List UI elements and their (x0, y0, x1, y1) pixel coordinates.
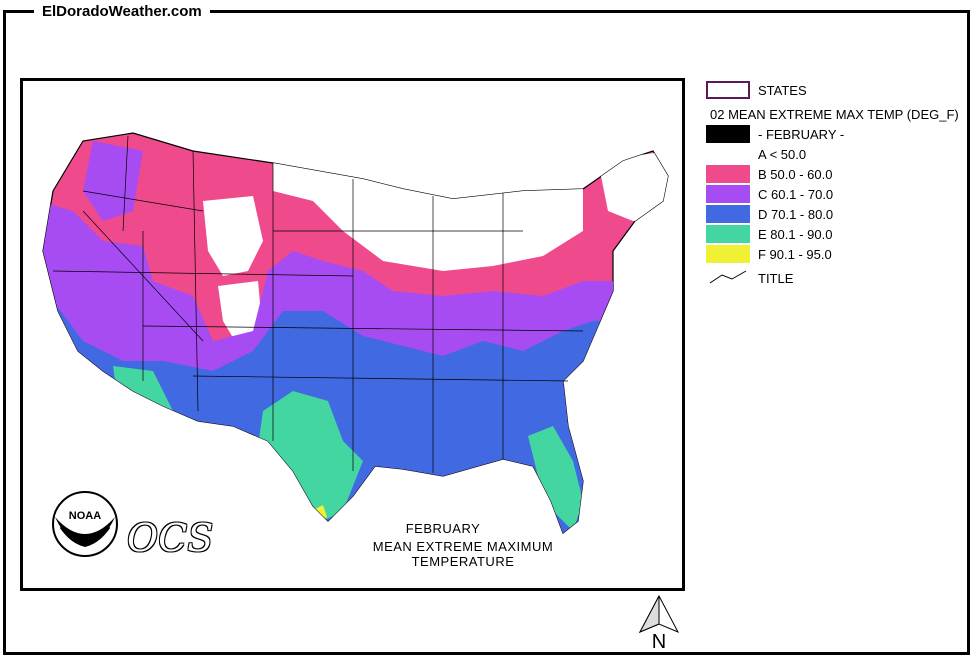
region-class-f (315, 505, 327, 521)
legend-class-d: D 70.1 - 80.0 (706, 204, 833, 224)
region-cold-utah (218, 281, 263, 346)
map-caption-title: MEAN EXTREME MAXIMUM TEMPERATURE (372, 539, 554, 569)
noaa-logo: NOAA (52, 491, 118, 557)
legend-class-e-label: E 80.1 - 90.0 (758, 226, 833, 242)
region-class-e-texas (258, 391, 363, 521)
region-class-e-florida (528, 426, 583, 531)
states-outline-swatch (706, 81, 750, 99)
noaa-logo-text: NOAA (69, 510, 101, 522)
state-boundaries (52, 135, 584, 473)
north-arrow-icon: N (638, 594, 680, 652)
region-cold-northeast (598, 151, 668, 221)
legend-class-a-label: A < 50.0 (758, 146, 807, 162)
legend-layer-title: 02 MEAN EXTREME MAX TEMP (DEG_F) (710, 104, 959, 124)
legend-class-d-label: D 70.1 - 80.0 (758, 206, 834, 222)
swatch-class-f (706, 245, 750, 263)
legend-states-label: STATES (758, 82, 807, 98)
us-temperature-map: NOAA (42, 132, 669, 557)
map-panel: NOAA OCS FEBRUARY MEAN EXTREME MAXIMUM T… (20, 78, 685, 591)
legend-class-c-label: C 60.1 - 70.0 (758, 186, 834, 202)
legend-class-b: B 50.0 - 60.0 (706, 164, 832, 184)
region-cold-rockies (203, 196, 263, 276)
title-line-icon (709, 270, 747, 284)
outer-frame (3, 10, 970, 655)
legend-states: STATES (706, 80, 807, 100)
legend-class-b-label: B 50.0 - 60.0 (758, 166, 833, 182)
legend-title-entry-label: TITLE (758, 270, 794, 286)
legend-title-entry: TITLE (706, 268, 793, 288)
legend-class-f: F 90.1 - 95.0 (706, 244, 832, 264)
swatch-class-e (706, 225, 750, 243)
legend-class-c: C 60.1 - 70.0 (706, 184, 833, 204)
region-class-c-west (83, 141, 143, 221)
swatch-class-b (706, 165, 750, 183)
legend-class-a-row: - FEBRUARY - (706, 124, 844, 144)
north-label: N (652, 631, 666, 652)
legend-month-label: - FEBRUARY - (758, 126, 845, 142)
map-caption-month: FEBRUARY (405, 521, 481, 536)
ocs-logo: OCS (127, 516, 214, 560)
legend-class-f-label: F 90.1 - 95.0 (758, 246, 832, 262)
site-title: ElDoradoWeather.com (34, 3, 210, 21)
swatch-class-a (706, 125, 750, 143)
swatch-class-c (706, 185, 750, 203)
legend-class-e: E 80.1 - 90.0 (706, 224, 832, 244)
legend-class-a-text: A < 50.0 (758, 144, 806, 164)
legend-layer-title-text: 02 MEAN EXTREME MAX TEMP (DEG_F) (710, 106, 959, 122)
swatch-class-d (706, 205, 750, 223)
